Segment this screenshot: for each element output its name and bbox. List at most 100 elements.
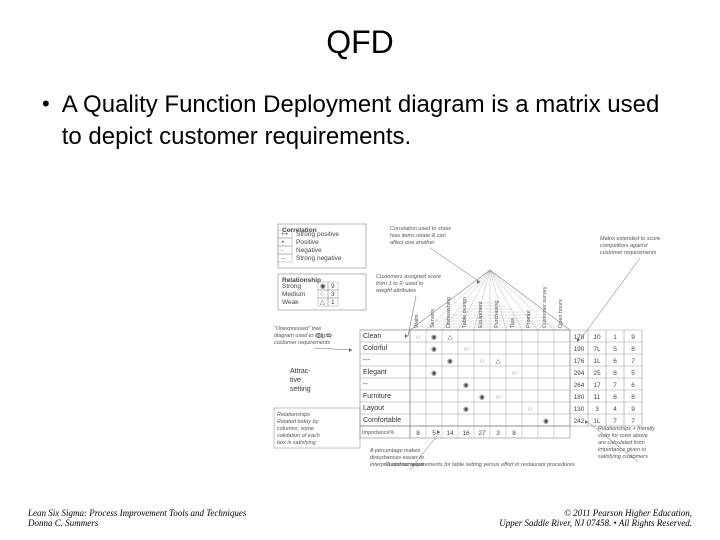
svg-text:1L: 1L bbox=[593, 358, 601, 365]
svg-text:Dishwashing: Dishwashing bbox=[446, 297, 452, 328]
svg-text:○: ○ bbox=[416, 334, 420, 341]
svg-text:○: ○ bbox=[480, 358, 484, 365]
svg-text:Importance%: Importance% bbox=[362, 430, 395, 436]
svg-text:tive: tive bbox=[290, 377, 301, 384]
svg-text:◉: ◉ bbox=[447, 358, 453, 365]
svg-text:"Unexpressed" tree: "Unexpressed" tree bbox=[274, 326, 321, 332]
svg-text:setting: setting bbox=[290, 386, 311, 393]
svg-text:16: 16 bbox=[462, 430, 470, 437]
svg-text:Strong: Strong bbox=[282, 283, 302, 290]
svg-text:Clean: Clean bbox=[363, 333, 381, 340]
slide-title: QFD bbox=[36, 24, 684, 61]
svg-text:Equipment: Equipment bbox=[478, 301, 484, 328]
svg-text:Relationships + friendly: Relationships + friendly bbox=[598, 426, 656, 432]
svg-text:validation of each: validation of each bbox=[277, 433, 320, 439]
svg-text:Open hours: Open hours bbox=[558, 299, 564, 328]
svg-text:columns; some: columns; some bbox=[277, 426, 314, 432]
svg-text:Attrac-: Attrac- bbox=[290, 368, 311, 375]
svg-text:5: 5 bbox=[613, 346, 617, 353]
svg-text:Prompt: Prompt bbox=[526, 310, 532, 328]
svg-text:customer requirements: customer requirements bbox=[600, 250, 656, 256]
svg-text:Weak: Weak bbox=[282, 299, 299, 306]
svg-text:△: △ bbox=[496, 358, 502, 365]
svg-text:7: 7 bbox=[631, 358, 635, 365]
svg-text:customer requirements: customer requirements bbox=[274, 340, 330, 346]
svg-text:affect one another: affect one another bbox=[390, 240, 436, 246]
svg-text:◉: ◉ bbox=[431, 346, 437, 353]
svg-text:6: 6 bbox=[613, 358, 617, 365]
svg-text:Matrix extended to score: Matrix extended to score bbox=[600, 236, 660, 242]
svg-text:how items relate & can: how items relate & can bbox=[390, 233, 446, 239]
svg-text:25: 25 bbox=[593, 370, 601, 377]
svg-text:7: 7 bbox=[613, 418, 617, 425]
svg-text:8: 8 bbox=[631, 346, 635, 353]
bullet-marker: • bbox=[36, 89, 50, 119]
svg-text:14: 14 bbox=[446, 430, 454, 437]
svg-text:3: 3 bbox=[331, 291, 335, 298]
svg-text:◉: ◉ bbox=[463, 406, 469, 413]
svg-text:Related today by: Related today by bbox=[277, 419, 320, 425]
svg-text:Customer survey: Customer survey bbox=[542, 286, 548, 328]
svg-text:4: 4 bbox=[613, 406, 617, 413]
svg-text:diagram used to identify: diagram used to identify bbox=[274, 333, 334, 339]
svg-text:Medium: Medium bbox=[282, 291, 305, 298]
svg-text:6: 6 bbox=[631, 382, 635, 389]
svg-text:satisfying customers: satisfying customers bbox=[598, 454, 648, 460]
svg-text:11: 11 bbox=[594, 394, 601, 401]
svg-text:○: ○ bbox=[496, 394, 500, 401]
svg-text:8: 8 bbox=[631, 394, 635, 401]
svg-text:5: 5 bbox=[432, 430, 436, 437]
qfd-diagram: Correlation++Strong positive+Positive-Ne… bbox=[270, 220, 690, 470]
svg-text:8: 8 bbox=[613, 370, 617, 377]
svg-text:++: ++ bbox=[281, 231, 289, 238]
svg-text:Relationships: Relationships bbox=[277, 412, 310, 418]
svg-text:◉: ◉ bbox=[320, 283, 326, 290]
svg-text:7: 7 bbox=[613, 382, 617, 389]
svg-text:△: △ bbox=[320, 299, 326, 306]
svg-text:◉: ◉ bbox=[431, 334, 437, 341]
svg-text:---: --- bbox=[363, 357, 371, 364]
svg-text:7L: 7L bbox=[593, 346, 601, 353]
svg-text:8: 8 bbox=[416, 430, 420, 437]
svg-text:--: -- bbox=[281, 255, 285, 262]
svg-text:◉: ◉ bbox=[479, 394, 485, 401]
svg-text:Purchasing: Purchasing bbox=[494, 300, 500, 328]
svg-text:27: 27 bbox=[478, 430, 486, 437]
svg-text:176: 176 bbox=[574, 358, 585, 365]
svg-text:--: -- bbox=[363, 381, 368, 388]
svg-text:Waits: Waits bbox=[414, 314, 420, 328]
footer-author: Donna C. Summers bbox=[28, 518, 246, 528]
svg-text:○: ○ bbox=[512, 370, 516, 377]
svg-text:◉: ◉ bbox=[463, 382, 469, 389]
svg-text:Comfortable: Comfortable bbox=[363, 417, 401, 424]
svg-text:○: ○ bbox=[320, 291, 324, 298]
svg-text:A percentage makes: A percentage makes bbox=[369, 448, 420, 454]
svg-text:10: 10 bbox=[593, 334, 601, 341]
svg-text:130: 130 bbox=[574, 406, 585, 413]
svg-text:Strong negative: Strong negative bbox=[296, 255, 342, 262]
bullet-item: • A Quality Function Deployment diagram … bbox=[36, 89, 684, 153]
svg-text:weight attributes: weight attributes bbox=[376, 288, 416, 294]
svg-text:are calculated from: are calculated from bbox=[598, 440, 645, 446]
svg-text:8: 8 bbox=[512, 430, 516, 437]
footer-address: Upper Saddle River, NJ 07458. • All Righ… bbox=[499, 518, 692, 528]
svg-text:Positive: Positive bbox=[296, 239, 319, 246]
svg-text:Correlation used to show: Correlation used to show bbox=[390, 226, 452, 232]
svg-text:○: ○ bbox=[528, 406, 532, 413]
bullet-text: A Quality Function Deployment diagram is… bbox=[62, 89, 682, 153]
svg-text:disturbances easier to: disturbances easier to bbox=[370, 455, 424, 461]
svg-text:Colorful: Colorful bbox=[363, 345, 388, 352]
svg-text:1L: 1L bbox=[593, 418, 601, 425]
svg-text:Negative: Negative bbox=[296, 247, 322, 254]
svg-text:190: 190 bbox=[574, 346, 585, 353]
svg-text:△: △ bbox=[448, 334, 454, 341]
svg-text:17: 17 bbox=[593, 382, 601, 389]
svg-text:1: 1 bbox=[613, 334, 617, 341]
svg-text:Layout: Layout bbox=[363, 405, 384, 412]
svg-text:264: 264 bbox=[574, 382, 585, 389]
svg-text:180: 180 bbox=[574, 394, 585, 401]
footer-left: Lean Six Sigma: Process Improvement Tool… bbox=[28, 508, 246, 528]
svg-text:6: 6 bbox=[613, 394, 617, 401]
svg-text:Customer requirements for tabl: Customer requirements for table setting … bbox=[385, 462, 575, 468]
svg-text:◉: ◉ bbox=[543, 418, 549, 425]
